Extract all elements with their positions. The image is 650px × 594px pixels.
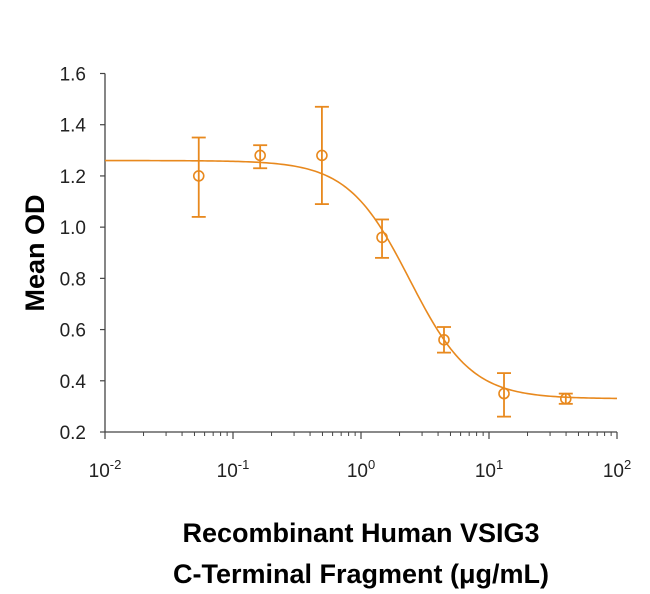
y-tick-label: 1.4 [60,116,87,137]
fit-curve-group [105,159,618,400]
point-marker [254,149,266,162]
data-point [497,372,512,418]
x-tick-label: 10-1 [217,457,250,482]
y-tick-label: 0.6 [60,321,86,342]
data-point [253,144,268,170]
fit-curve [105,159,618,400]
axes [104,73,617,433]
point-marker [438,334,450,346]
data-point [436,326,451,354]
y-tick-label: 0.2 [60,423,86,444]
y-tick-label: 0.4 [60,372,87,393]
x-tick-label-exponent: 2 [624,457,631,472]
data-point [558,392,573,405]
point-marker [376,231,388,244]
x-tick-label: 101 [475,457,503,482]
y-axis-title: Mean OD [20,194,50,311]
x-ticks: 10-2 10-1 100 101 102 [89,432,631,482]
data-point [375,218,390,259]
x-axis-title-line-2: C-Terminal Fragment (μg/mL) [173,559,549,589]
x-tick-label-base: 10 [347,461,368,482]
y-axis-title-group: Mean OD [20,194,50,311]
x-tick-label-base: 10 [89,461,110,482]
data-point [314,105,329,205]
x-tick-label: 100 [347,457,375,482]
data-point [191,136,206,218]
x-tick-label-base: 10 [217,461,238,482]
x-axis-title-line-1: Recombinant Human VSIG3 [182,518,539,548]
x-tick-label-base: 10 [475,461,496,482]
x-tick-label-exponent: -1 [238,457,250,472]
x-tick-label: 10-2 [89,457,122,482]
x-tick-label-exponent: 1 [496,457,503,472]
y-tick-label: 1.6 [60,65,86,86]
point-marker [498,387,510,400]
y-tick-label: 0.8 [60,269,86,290]
y-tick-label: 1.2 [60,167,86,188]
x-tick-label-base: 10 [603,461,624,482]
point-marker [316,149,328,162]
x-tick-label: 102 [603,457,631,482]
x-tick-label-exponent: -2 [110,457,122,472]
data-points [191,105,573,418]
point-marker [559,392,572,405]
point-marker [192,170,205,182]
x-tick-label-exponent: 0 [368,457,375,472]
y-tick-label: 1.0 [60,218,86,239]
y-ticks: 0.2 0.4 0.6 0.8 1.0 1.2 1.4 1.6 [60,65,105,444]
